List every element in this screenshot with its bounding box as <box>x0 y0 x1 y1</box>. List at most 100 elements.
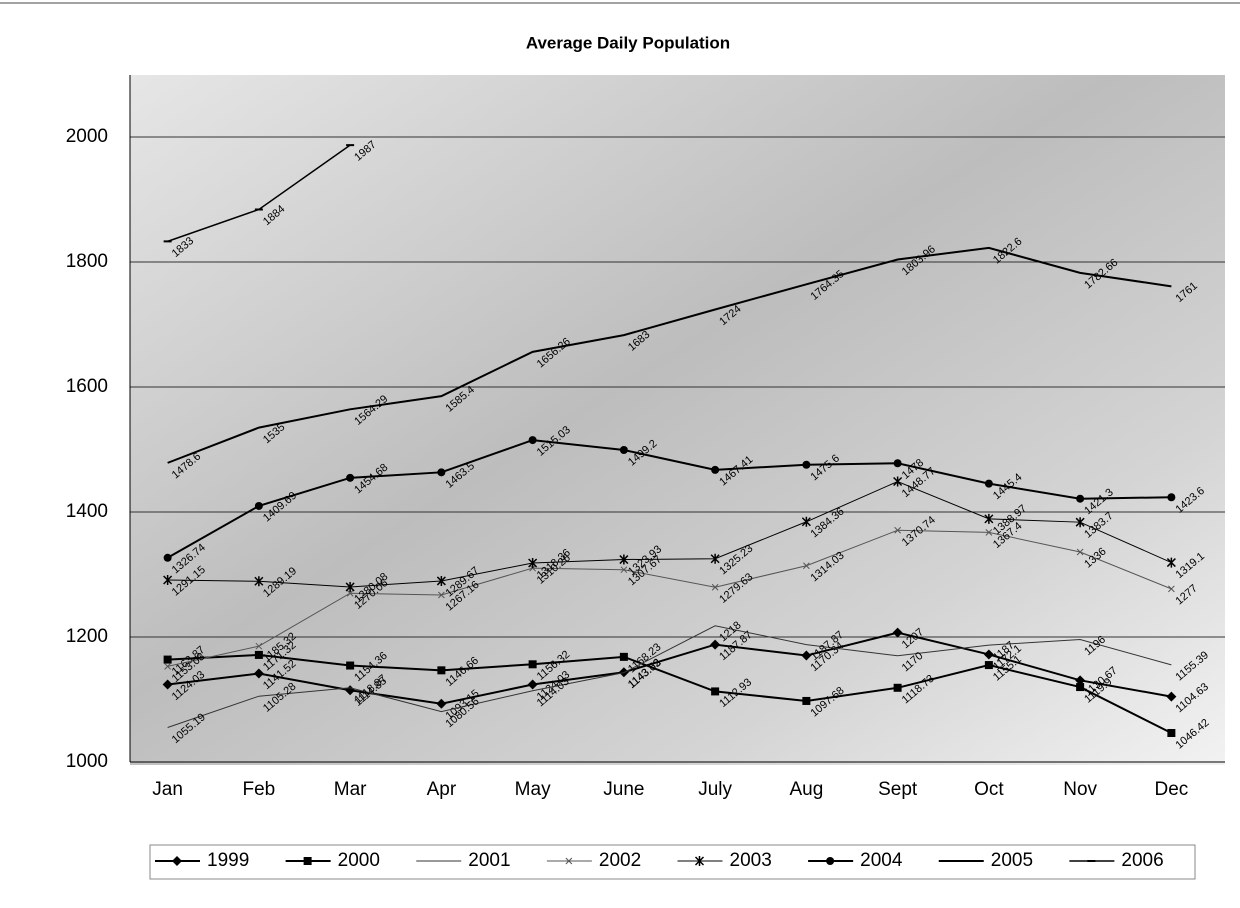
marker <box>303 857 312 865</box>
marker <box>1076 683 1085 692</box>
marker <box>172 856 182 866</box>
marker <box>163 575 173 586</box>
legend-label: 2001 <box>468 850 510 871</box>
marker <box>1076 494 1085 503</box>
marker <box>801 516 811 527</box>
marker <box>163 655 172 664</box>
x-tick-label: June <box>603 779 644 800</box>
marker <box>984 479 993 488</box>
legend-label: 1999 <box>207 850 249 871</box>
marker <box>437 468 446 477</box>
legend-item: 2003 <box>677 850 772 871</box>
x-tick-label: Dec <box>1154 779 1188 800</box>
marker <box>1168 585 1175 593</box>
marker <box>163 553 172 562</box>
marker <box>437 666 446 675</box>
y-tick-label: 1800 <box>66 251 108 272</box>
marker <box>711 687 720 696</box>
marker <box>162 679 173 690</box>
marker <box>528 436 537 445</box>
series-line <box>167 480 1172 588</box>
series-line <box>167 439 1172 559</box>
y-tick-label: 2000 <box>66 126 108 147</box>
y-tick-label: 1400 <box>66 501 108 522</box>
marker <box>619 554 629 565</box>
marker <box>619 446 628 454</box>
marker <box>893 476 903 487</box>
marker <box>1076 548 1084 556</box>
marker <box>1166 691 1177 702</box>
legend-item: 2005 <box>938 850 1033 871</box>
marker <box>345 581 355 592</box>
marker <box>1167 728 1176 737</box>
x-tick-label: Feb <box>243 779 276 800</box>
marker <box>346 661 355 670</box>
y-tick-label: 1600 <box>66 376 108 397</box>
marker <box>436 698 447 709</box>
marker <box>694 856 705 866</box>
legend-label: 2000 <box>338 850 380 871</box>
marker <box>436 575 446 586</box>
marker <box>528 558 538 569</box>
marker <box>254 650 263 659</box>
marker <box>802 696 811 705</box>
series-line <box>167 653 1172 734</box>
series-line <box>167 246 1172 464</box>
x-tick-label: May <box>515 779 551 800</box>
marker <box>984 661 993 670</box>
x-tick-label: Jan <box>152 779 183 800</box>
legend-label: 2003 <box>730 850 772 871</box>
legend-label: 2004 <box>860 850 903 871</box>
x-tick-label: Apr <box>427 779 457 800</box>
marker <box>527 679 538 690</box>
series-line <box>167 631 1172 705</box>
marker <box>711 465 720 474</box>
marker <box>983 649 994 660</box>
marker <box>803 562 810 570</box>
marker <box>1075 675 1086 686</box>
legend-label: 2006 <box>1121 850 1163 871</box>
series-line <box>167 625 1172 728</box>
marker <box>1167 493 1176 502</box>
marker <box>254 501 263 510</box>
marker <box>253 668 264 679</box>
marker <box>710 553 720 564</box>
marker <box>529 564 536 572</box>
marker <box>710 639 721 650</box>
marker <box>802 460 811 469</box>
marker <box>346 473 355 482</box>
legend-item: 1999 <box>155 850 249 871</box>
series-line <box>167 529 1172 667</box>
x-tick-label: Oct <box>974 779 1004 800</box>
legend-label: 2005 <box>991 850 1033 871</box>
marker <box>893 683 902 692</box>
legend-item: 2002 <box>546 850 641 871</box>
marker <box>985 529 993 536</box>
x-tick-label: Nov <box>1063 779 1097 800</box>
chart-title: Average Daily Population <box>526 33 730 52</box>
legend-item: 2006 <box>1069 850 1164 871</box>
marker <box>801 650 812 661</box>
marker <box>894 526 901 534</box>
marker <box>1166 557 1176 568</box>
marker <box>826 857 835 865</box>
marker <box>255 642 263 650</box>
legend-label: 2002 <box>599 850 641 871</box>
marker <box>164 663 171 670</box>
marker <box>893 459 902 468</box>
x-tick-label: Sept <box>878 779 918 800</box>
marker <box>892 627 903 638</box>
legend-item: 2000 <box>285 850 380 871</box>
y-tick-label: 1000 <box>66 751 108 772</box>
marker <box>984 513 994 524</box>
marker <box>565 857 573 865</box>
x-tick-label: Mar <box>334 779 367 800</box>
plot-area <box>130 75 1225 765</box>
legend-item: 2001 <box>416 850 511 871</box>
x-tick-label: Aug <box>789 779 823 800</box>
marker <box>711 583 719 591</box>
marker <box>254 576 264 587</box>
marker <box>346 589 354 597</box>
